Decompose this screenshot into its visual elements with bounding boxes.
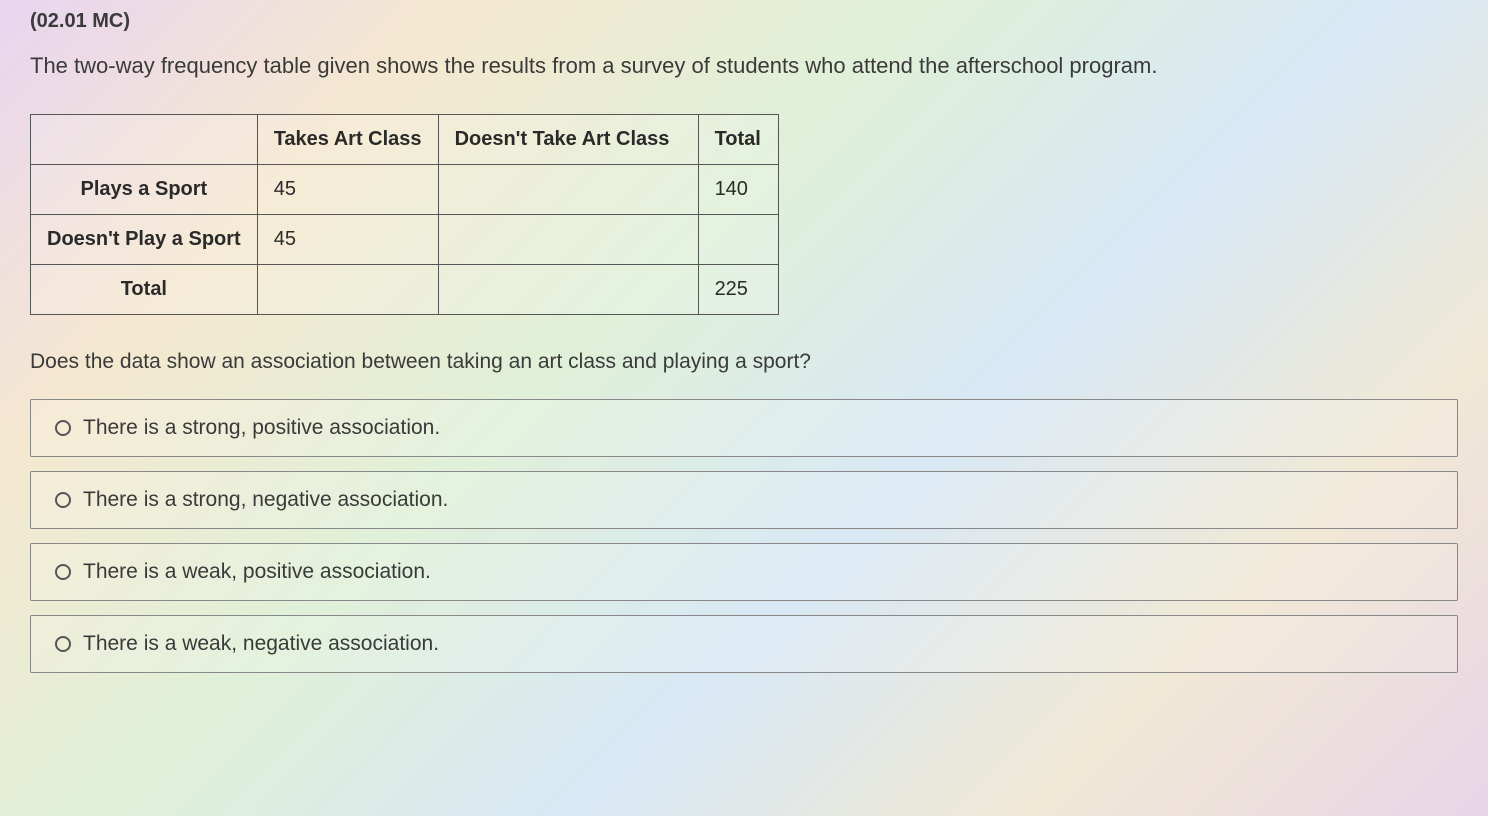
radio-icon — [55, 564, 71, 580]
option-label: There is a strong, negative association. — [83, 488, 448, 512]
option-label: There is a weak, positive association. — [83, 560, 431, 584]
cell-plays-total: 140 — [698, 165, 778, 215]
column-header-art: Takes Art Class — [257, 115, 438, 165]
cell-total-noart — [438, 265, 698, 315]
cell-nosport-art: 45 — [257, 215, 438, 265]
answer-option-d[interactable]: There is a weak, negative association. — [30, 615, 1458, 673]
table-row: Total 225 — [31, 265, 779, 315]
cell-total-total: 225 — [698, 265, 778, 315]
answer-option-c[interactable]: There is a weak, positive association. — [30, 543, 1458, 601]
radio-icon — [55, 420, 71, 436]
cell-plays-art: 45 — [257, 165, 438, 215]
column-header-noart: Doesn't Take Art Class — [438, 115, 698, 165]
frequency-table: Takes Art Class Doesn't Take Art Class T… — [30, 114, 779, 315]
option-label: There is a weak, negative association. — [83, 632, 439, 656]
answer-option-b[interactable]: There is a strong, negative association. — [30, 471, 1458, 529]
question-text: The two-way frequency table given shows … — [30, 53, 1458, 79]
row-header-total: Total — [31, 265, 258, 315]
cell-plays-noart — [438, 165, 698, 215]
cell-nosport-noart — [438, 215, 698, 265]
row-header-plays-sport: Plays a Sport — [31, 165, 258, 215]
column-header-total: Total — [698, 115, 778, 165]
table-header-row: Takes Art Class Doesn't Take Art Class T… — [31, 115, 779, 165]
table-row: Plays a Sport 45 140 — [31, 165, 779, 215]
row-header-no-sport: Doesn't Play a Sport — [31, 215, 258, 265]
radio-icon — [55, 492, 71, 508]
question-id: (02.01 MC) — [30, 10, 1458, 33]
option-label: There is a strong, positive association. — [83, 416, 440, 440]
answer-option-a[interactable]: There is a strong, positive association. — [30, 399, 1458, 457]
cell-nosport-total — [698, 215, 778, 265]
table-row: Doesn't Play a Sport 45 — [31, 215, 779, 265]
table-corner-cell — [31, 115, 258, 165]
cell-total-art — [257, 265, 438, 315]
radio-icon — [55, 636, 71, 652]
followup-question: Does the data show an association betwee… — [30, 350, 1458, 374]
